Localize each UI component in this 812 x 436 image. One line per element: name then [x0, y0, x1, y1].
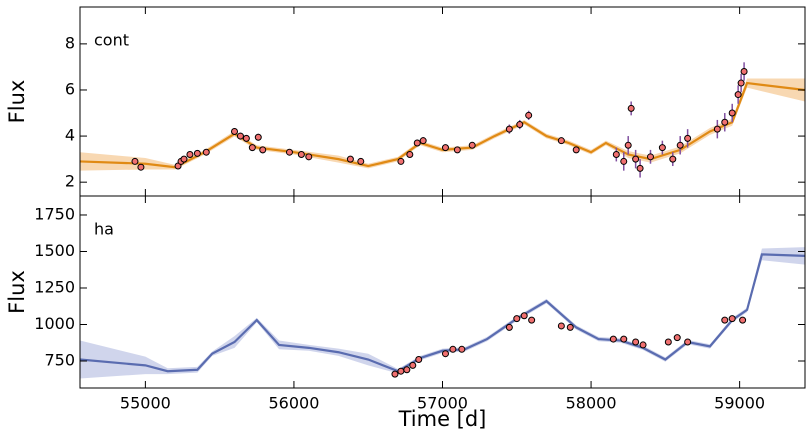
data-point	[458, 345, 466, 353]
data-point	[632, 155, 640, 163]
axes-frame	[79, 195, 806, 389]
data-point	[572, 146, 580, 154]
data-point	[397, 367, 405, 375]
data-point	[305, 153, 313, 161]
y-tick-label: 6	[65, 79, 75, 98]
data-point	[413, 139, 421, 147]
data-point	[612, 151, 620, 159]
data-point	[525, 111, 533, 119]
data-point	[236, 132, 244, 140]
data-point	[516, 121, 524, 129]
y-tick-label: 2	[65, 172, 75, 191]
data-point	[449, 345, 457, 353]
data-point	[259, 146, 267, 154]
data-point	[242, 134, 250, 142]
data-point	[740, 68, 748, 76]
data-point	[632, 338, 640, 346]
data-point	[441, 144, 449, 152]
data-point	[180, 155, 188, 163]
data-point	[636, 164, 644, 172]
data-point	[285, 148, 293, 156]
data-point	[566, 323, 574, 331]
data-point	[609, 335, 617, 343]
data-point	[658, 144, 666, 152]
y-tick-label: 1000	[34, 314, 75, 333]
y-axis-label: Flux	[5, 80, 29, 124]
data-point	[721, 316, 729, 324]
x-tick-label: 59000	[714, 394, 765, 413]
data-point	[739, 316, 747, 324]
data-point	[505, 125, 513, 133]
data-point	[557, 137, 565, 145]
panel-annotation: ha	[94, 220, 114, 239]
data-point	[415, 356, 423, 364]
data-point	[254, 133, 262, 141]
data-point	[620, 335, 628, 343]
y-tick-label: 750	[44, 350, 75, 369]
x-tick-label: 56000	[268, 394, 319, 413]
data-point	[403, 366, 411, 374]
y-tick-label: 1750	[34, 204, 75, 223]
data-point	[441, 350, 449, 358]
data-point	[468, 141, 476, 149]
data-point	[684, 338, 692, 346]
data-point	[646, 153, 654, 161]
x-tick-label: 58000	[566, 394, 617, 413]
data-point	[721, 118, 729, 126]
data-point	[419, 137, 427, 145]
data-point	[734, 91, 742, 99]
data-point	[406, 151, 414, 159]
data-point	[248, 144, 256, 152]
data-point	[186, 151, 194, 159]
x-tick-label: 57000	[417, 394, 468, 413]
data-point	[684, 134, 692, 142]
data-point	[346, 155, 354, 163]
data-point	[513, 315, 521, 323]
data-point	[713, 125, 721, 133]
data-point	[131, 157, 139, 165]
x-axis-label: Time [d]	[398, 407, 487, 431]
data-point	[669, 155, 677, 163]
y-tick-label: 1500	[34, 241, 75, 260]
data-point	[528, 316, 536, 324]
data-point	[737, 79, 745, 87]
data-point	[193, 149, 201, 157]
y-tick-label: 1250	[34, 277, 75, 296]
axes-frame	[79, 6, 806, 197]
data-point	[639, 341, 647, 349]
data-point	[627, 104, 635, 112]
data-point	[297, 151, 305, 159]
data-point	[620, 157, 628, 165]
data-point	[397, 157, 405, 165]
uncertainty-band	[80, 247, 805, 379]
data-point	[453, 146, 461, 154]
y-tick-label: 8	[65, 33, 75, 52]
data-point	[676, 141, 684, 149]
y-tick-label: 4	[65, 126, 75, 145]
x-tick-label: 55000	[120, 394, 171, 413]
data-point	[409, 361, 417, 369]
data-point	[357, 157, 365, 165]
data-point	[391, 370, 399, 378]
data-point	[137, 163, 145, 171]
data-point	[557, 322, 565, 330]
panel-annotation: cont	[94, 31, 129, 50]
data-point	[728, 315, 736, 323]
data-point	[673, 334, 681, 342]
y-axis-label: Flux	[5, 270, 29, 314]
data-point	[202, 148, 210, 156]
data-point	[728, 109, 736, 117]
data-point	[664, 338, 672, 346]
data-point	[231, 127, 239, 135]
data-point	[520, 312, 528, 320]
data-point	[624, 141, 632, 149]
data-point	[505, 323, 513, 331]
